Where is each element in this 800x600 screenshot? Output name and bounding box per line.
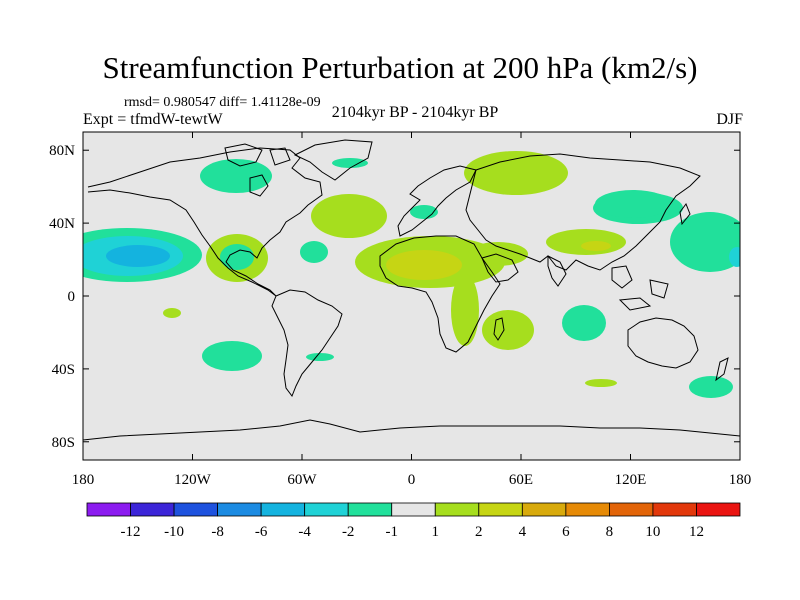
x-tick-label: 0 [408, 472, 416, 488]
tibet-core [581, 241, 611, 251]
colorbar-box [652, 502, 697, 517]
greenland-low [332, 158, 368, 168]
east-africa-high [451, 274, 479, 346]
australia-coast [627, 317, 699, 369]
west-pacific-low-2 [595, 190, 671, 218]
colorbar-label: -12 [121, 524, 141, 540]
colorbar-label: 6 [562, 524, 570, 540]
asia-coast [465, 153, 701, 271]
tibet-high [546, 229, 626, 255]
africa-coast [379, 235, 501, 353]
colorbar-box [347, 502, 393, 517]
x-tick-label: 120E [615, 472, 647, 488]
x-axis: 180 120W 60W 0 60E 120E 180 [72, 132, 752, 488]
y-tick-label: 80N [49, 143, 75, 159]
colorbar-label: 2 [475, 524, 483, 540]
colorbar-box [565, 502, 610, 517]
x-tick-label: 180 [72, 472, 95, 488]
new-zealand-coast [715, 357, 729, 382]
japan-coast [679, 202, 691, 226]
colorbar-box [391, 502, 436, 517]
colorbar-label: -1 [385, 524, 398, 540]
colorbar: -12 -10 -8 -6 -4 -2 -1 1 2 4 6 8 10 12 [86, 502, 741, 540]
southeast-pacific-high [163, 308, 181, 318]
y-axis: 80N 40N 0 40S 80S [49, 143, 740, 451]
stats-label: rmsd= 0.980547 diff= 1.41128e-09 [124, 95, 321, 110]
europe-coast [397, 165, 477, 237]
india-coast [547, 255, 567, 287]
east-pacific-low-core [106, 245, 170, 267]
colorbar-box [173, 502, 218, 517]
antarctica-coast [83, 419, 740, 441]
hudson-bay [249, 174, 269, 197]
south-america-coast [271, 289, 343, 398]
season-label: DJF [716, 111, 743, 128]
sahara-core [386, 250, 462, 280]
colorbar-box [130, 502, 175, 517]
colorbar-box [478, 502, 523, 517]
y-tick-label: 40S [52, 362, 75, 378]
y-tick-label: 80S [52, 435, 75, 451]
coastlines [83, 139, 740, 441]
colorbar-box [86, 502, 131, 517]
indian-ocean-low [562, 305, 606, 341]
west-pacific-low [670, 212, 740, 272]
colorbar-box [521, 502, 567, 517]
colorbar-box [696, 502, 741, 517]
colorbar-label: -4 [298, 524, 311, 540]
experiment-label: Expt = tfmdW-tewtW [83, 111, 223, 128]
greenland-coast [293, 139, 373, 181]
north-america-coast [87, 147, 323, 297]
map-background [83, 132, 740, 460]
canadian-archipelago [224, 143, 291, 167]
anomaly-field [83, 151, 740, 398]
x-tick-label: 120W [174, 472, 212, 488]
period-label: 2104kyr BP - 2104kyr BP [331, 104, 499, 121]
colorbar-label: -10 [164, 524, 184, 540]
colorbar-label: 10 [645, 524, 660, 540]
colorbar-label: -6 [255, 524, 268, 540]
x-tick-label: 180 [729, 472, 752, 488]
gulf-core-ring [220, 244, 254, 270]
canada-low [200, 159, 272, 193]
colorbar-label: 1 [432, 524, 440, 540]
mediterranean-low [410, 205, 438, 219]
madagascar-high [482, 310, 534, 350]
colorbar-label: 12 [689, 524, 704, 540]
colorbar-label: 8 [606, 524, 614, 540]
colorbar-label: -8 [211, 524, 224, 540]
y-tick-label: 0 [68, 289, 76, 305]
colorbar-box [260, 502, 306, 517]
new-zealand-low [689, 376, 733, 398]
chile-low [306, 353, 334, 361]
south-atlantic-low [300, 241, 328, 263]
colorbar-box [609, 502, 654, 517]
west-pacific-low-inner [729, 247, 740, 267]
southeast-asia-islands [611, 265, 669, 311]
chart-title: Streamfunction Perturbation at 200 hPa (… [102, 50, 698, 85]
north-atlantic-high [311, 194, 387, 238]
arabia-coast [481, 253, 519, 283]
colorbar-label: -2 [342, 524, 355, 540]
south-indian-high [585, 379, 617, 387]
siberia-high [464, 151, 568, 195]
colorbar-box [217, 502, 262, 517]
colorbar-box [304, 502, 349, 517]
colorbar-box [434, 502, 480, 517]
y-tick-label: 40N [49, 216, 75, 232]
madagascar-coast [493, 317, 505, 341]
x-tick-label: 60E [509, 472, 533, 488]
south-pacific-low [202, 341, 262, 371]
x-tick-label: 60W [287, 472, 317, 488]
colorbar-label: 4 [519, 524, 527, 540]
